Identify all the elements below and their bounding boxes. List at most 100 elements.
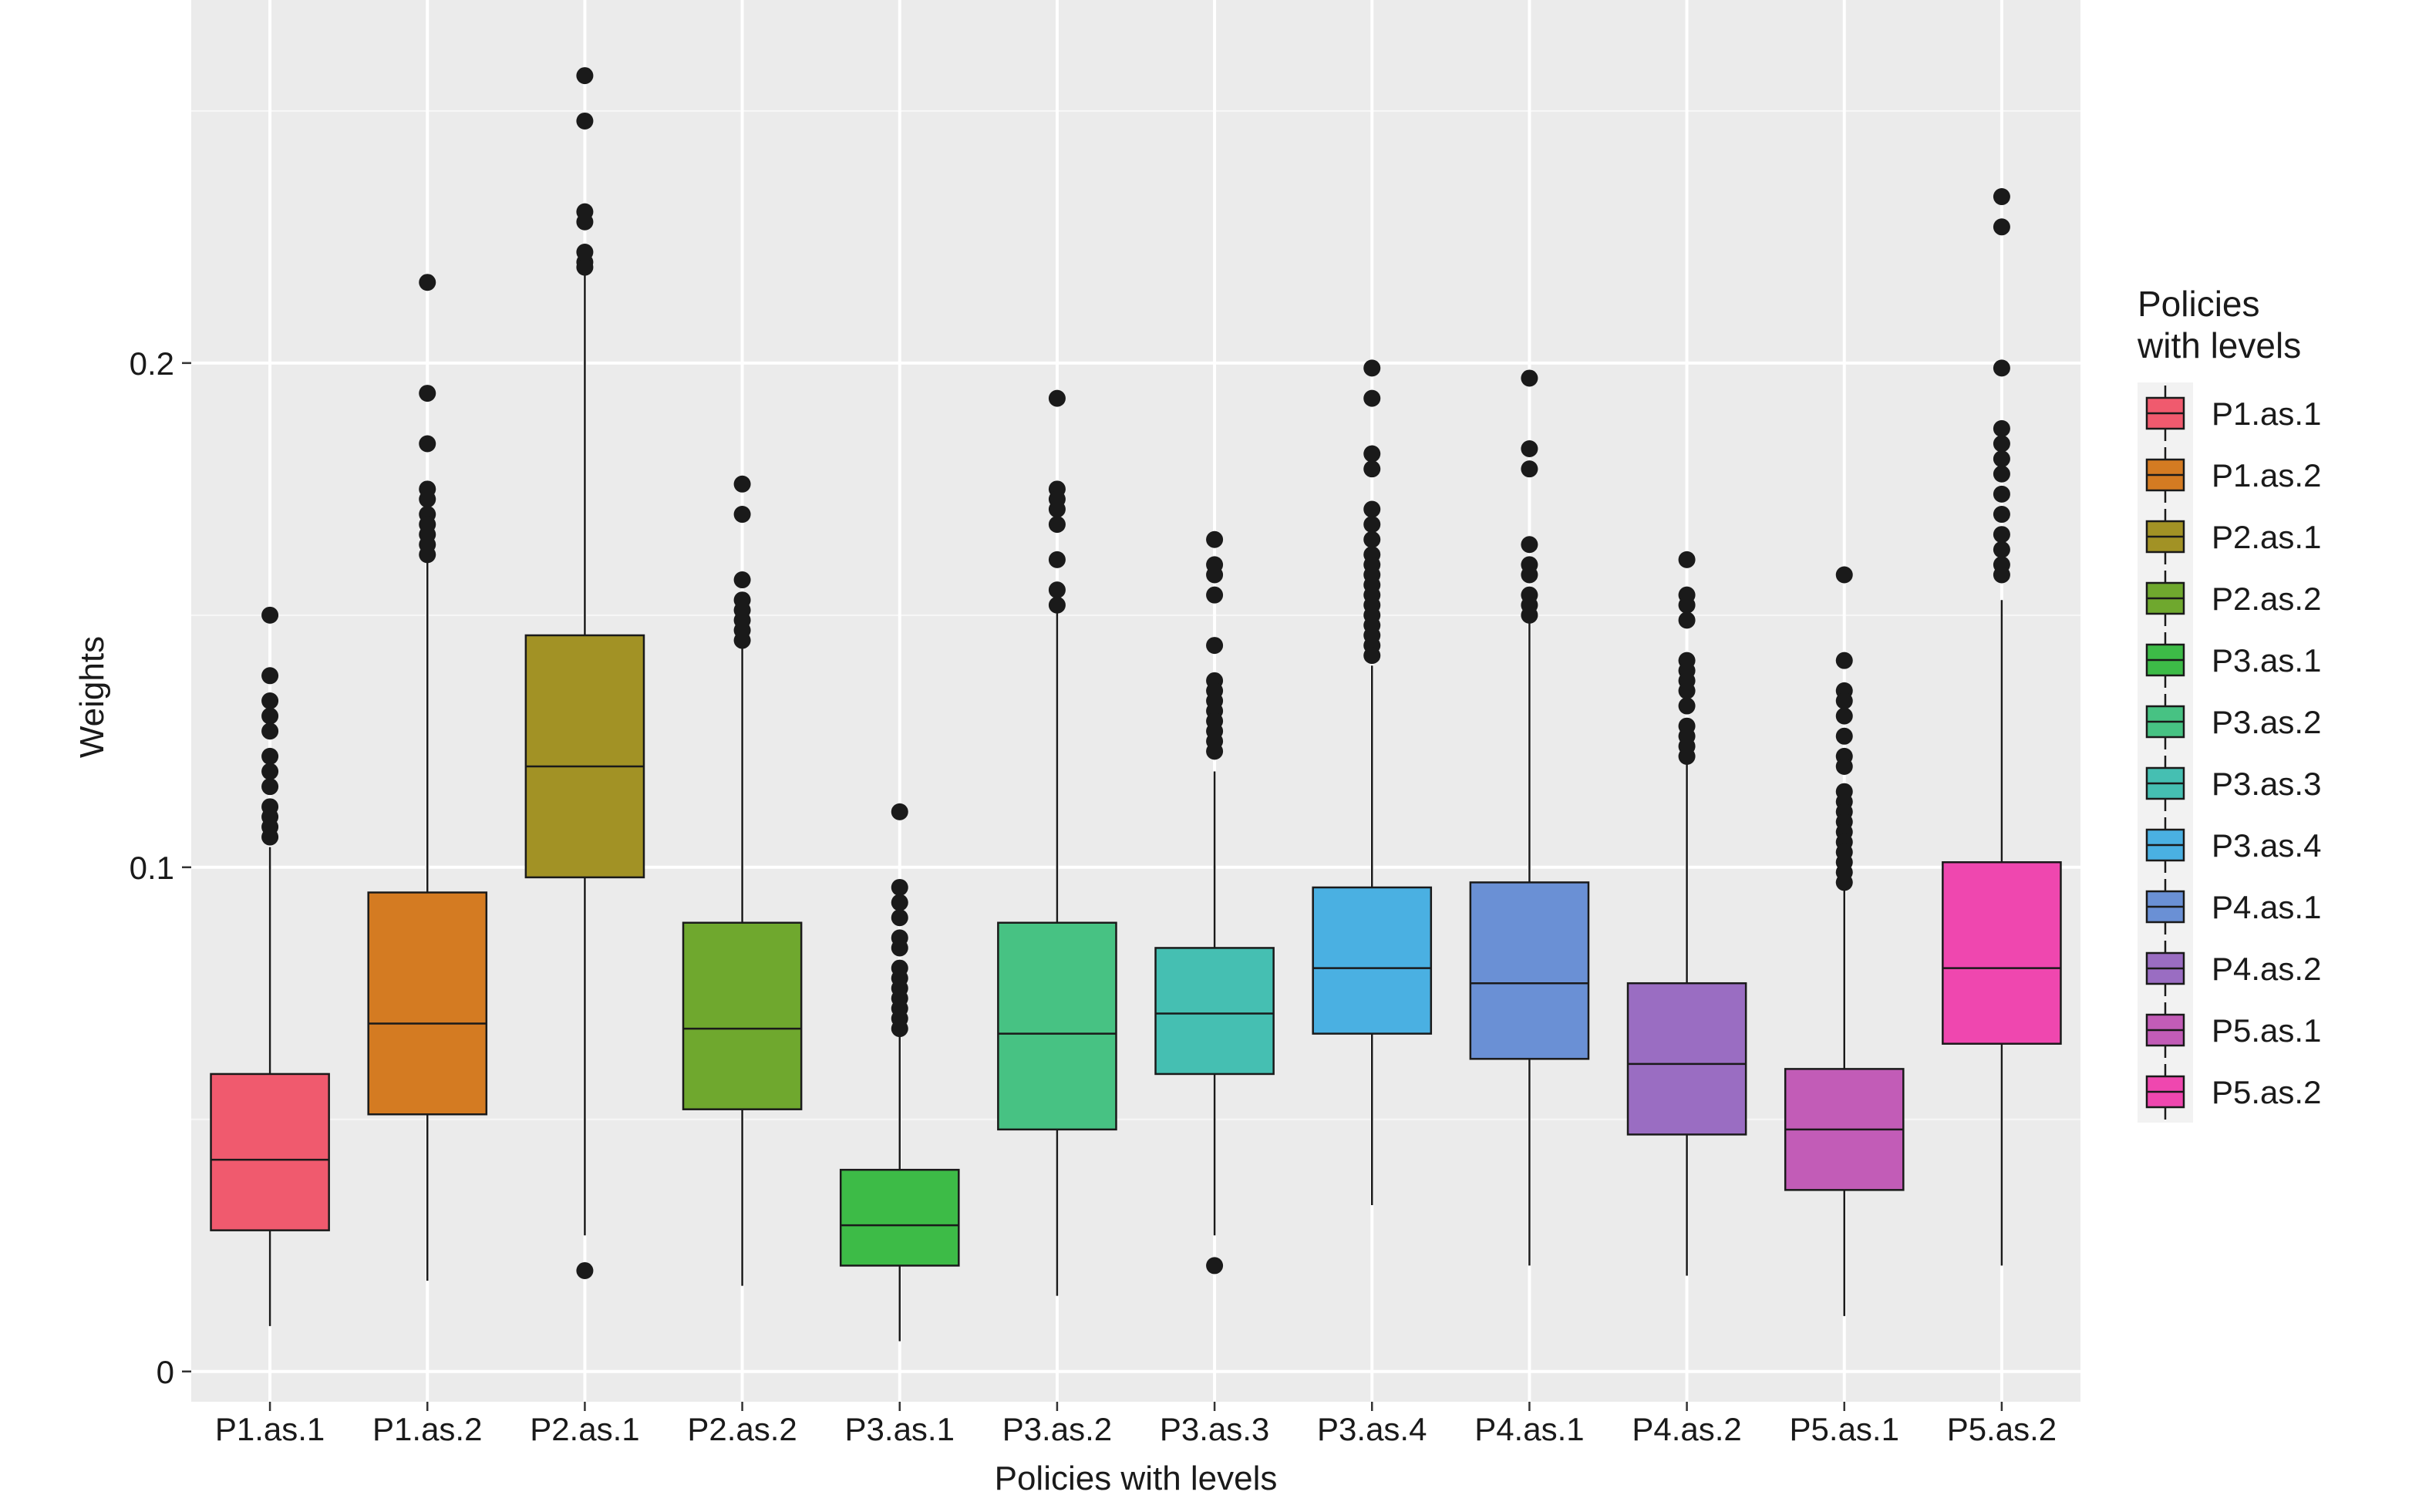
legend-label: P3.as.2 <box>2212 704 2321 740</box>
outlier-point <box>1835 727 1853 745</box>
outlier-point <box>261 707 279 725</box>
box-iqr <box>682 921 803 1110</box>
legend-label: P2.as.2 <box>2212 581 2321 617</box>
outlier-point <box>1521 606 1538 624</box>
outlier-point <box>1678 747 1696 765</box>
outlier-point <box>1363 359 1381 377</box>
box-P5.as.1 <box>1784 566 1905 1316</box>
outlier-point <box>261 667 279 685</box>
outlier-point <box>1521 536 1538 554</box>
box-iqr <box>1942 861 2062 1045</box>
outlier-point <box>891 894 908 911</box>
boxes <box>210 67 2062 1342</box>
y-axis: 0 0.1 0.2 <box>130 345 191 1390</box>
outlier-point <box>1835 652 1853 669</box>
outlier-point <box>1048 516 1066 534</box>
legend-label: P4.as.1 <box>2212 889 2321 925</box>
outlier-point <box>261 722 279 740</box>
box-P2.as.2 <box>682 475 803 1286</box>
outlier-point <box>1363 460 1381 478</box>
outlier-point <box>1206 743 1224 760</box>
box-P4.as.1 <box>1469 369 1590 1266</box>
outlier-point <box>1993 419 2010 437</box>
outlier-point <box>1993 218 2010 236</box>
box-P3.as.1 <box>839 803 960 1342</box>
legend-item-P5.as.1: P5.as.1 <box>2138 999 2321 1061</box>
plot-panel-background <box>191 0 2080 1402</box>
outlier-point <box>261 778 279 796</box>
outlier-point <box>1363 500 1381 518</box>
outlier-point <box>891 939 908 957</box>
x-tick-label: P2.as.1 <box>530 1411 639 1447</box>
outlier-point <box>1363 530 1381 548</box>
outlier-point <box>576 67 594 85</box>
box-P2.as.1 <box>524 67 645 1279</box>
x-tick-label: P5.as.1 <box>1790 1411 1899 1447</box>
outlier-point <box>1363 445 1381 463</box>
outlier-point <box>1678 611 1696 629</box>
outlier-point <box>891 909 908 927</box>
legend-item-P1.as.1: P1.as.1 <box>2138 382 2321 444</box>
legend-item-P2.as.1: P2.as.1 <box>2138 506 2321 567</box>
box-iqr <box>210 1073 330 1231</box>
legend-item-P3.as.1: P3.as.1 <box>2138 629 2321 691</box>
x-tick-label: P4.as.1 <box>1474 1411 1584 1447</box>
outlier-point <box>1206 637 1224 655</box>
outlier-point <box>261 747 279 765</box>
legend-label: P2.as.1 <box>2212 519 2321 555</box>
x-tick-label: P1.as.2 <box>372 1411 482 1447</box>
outlier-point <box>1835 874 1853 891</box>
legend-label: P4.as.2 <box>2212 951 2321 987</box>
x-tick-label: P2.as.2 <box>687 1411 797 1447</box>
outlier-point <box>1521 566 1538 584</box>
box-iqr <box>1469 881 1590 1060</box>
y-tick-label: 0.2 <box>130 345 174 382</box>
outlier-point <box>1363 647 1381 665</box>
outlier-point <box>419 385 436 402</box>
box-iqr <box>997 921 1117 1131</box>
outlier-point <box>576 112 594 130</box>
legend-label: P5.as.2 <box>2212 1074 2321 1110</box>
outlier-point <box>1206 1257 1224 1275</box>
legend-label: P1.as.1 <box>2212 396 2321 432</box>
outlier-point <box>891 803 908 820</box>
outlier-point <box>261 692 279 709</box>
outlier-point <box>1048 500 1066 518</box>
outlier-point <box>1835 758 1853 776</box>
outlier-point <box>1206 586 1224 604</box>
outlier-point <box>733 631 751 649</box>
outlier-point <box>419 435 436 453</box>
outlier-point <box>1521 369 1538 387</box>
outlier-point <box>891 1020 908 1038</box>
outlier-point <box>576 213 594 231</box>
x-tick-label: P3.as.4 <box>1317 1411 1427 1447</box>
box-P3.as.2 <box>997 389 1117 1296</box>
legend-item-P1.as.2: P1.as.2 <box>2138 444 2321 506</box>
outlier-point <box>1835 707 1853 725</box>
box-P5.as.2 <box>1942 188 2062 1266</box>
outlier-point <box>1206 566 1224 584</box>
outlier-point <box>261 828 279 846</box>
outlier-point <box>891 878 908 896</box>
outlier-point <box>1363 516 1381 534</box>
x-axis-title: Policies with levels <box>995 1460 1278 1497</box>
box-iqr <box>1154 947 1275 1076</box>
outlier-point <box>1993 526 2010 544</box>
outlier-point <box>1993 188 2010 206</box>
x-axis: P1.as.1 P1.as.2 P2.as.1 P2.as.2 P3.as.1 P3.as… <box>215 1402 2057 1447</box>
outlier-point <box>1678 682 1696 699</box>
outlier-point <box>1206 530 1224 548</box>
legend-title-line: Policies <box>2138 284 2260 324</box>
x-tick-label: P3.as.3 <box>1160 1411 1269 1447</box>
box-P3.as.3 <box>1154 530 1275 1275</box>
outlier-point <box>419 274 436 291</box>
outlier-point <box>419 546 436 564</box>
outlier-point <box>1835 692 1853 709</box>
legend-label: P3.as.1 <box>2212 642 2321 679</box>
outlier-point <box>261 763 279 780</box>
outlier-point <box>1993 435 2010 453</box>
outlier-point <box>1048 596 1066 614</box>
y-tick-label: 0.1 <box>130 850 174 886</box>
legend-label: P3.as.3 <box>2212 766 2321 802</box>
